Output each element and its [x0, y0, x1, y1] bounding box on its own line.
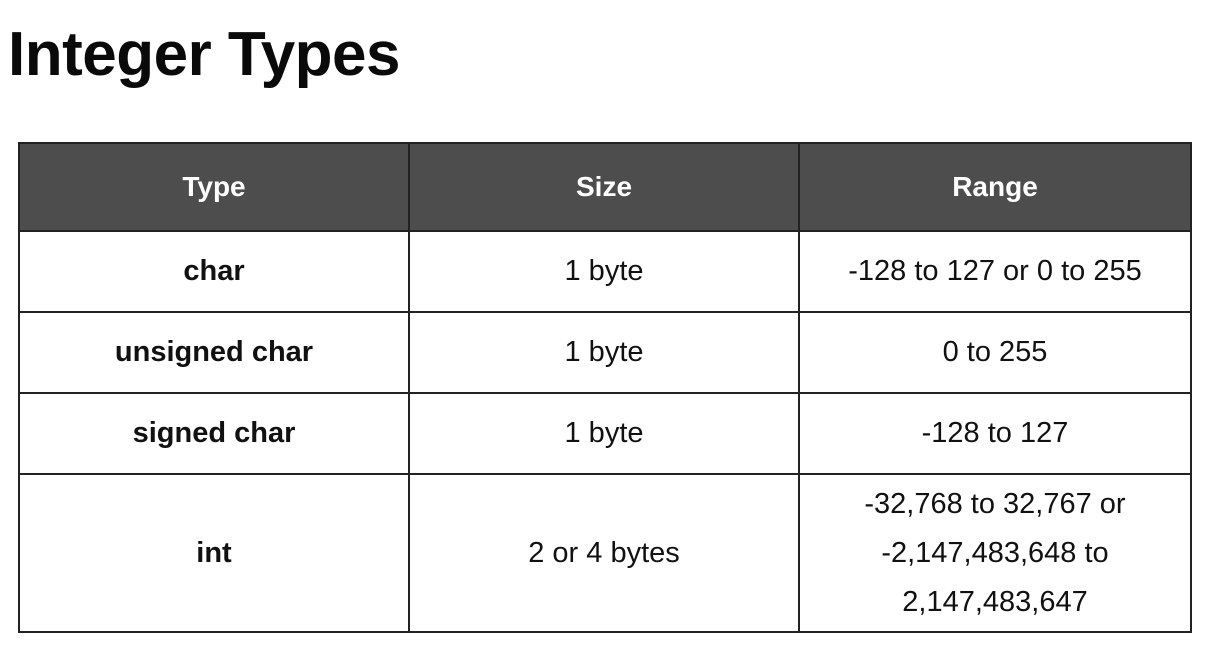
- table-row: unsigned char 1 byte 0 to 255: [18, 311, 1192, 394]
- type-cell: unsigned char: [18, 311, 410, 394]
- range-line: -2,147,483,648 to: [881, 536, 1109, 569]
- table-header-row: Type Size Range: [18, 142, 1192, 232]
- type-cell: int: [18, 473, 410, 633]
- range-line: -32,768 to 32,767 or: [864, 487, 1126, 520]
- table-row: char 1 byte -128 to 127 or 0 to 255: [18, 230, 1192, 313]
- range-cell: -128 to 127 or 0 to 255: [798, 230, 1192, 313]
- range-cell: -32,768 to 32,767 or -2,147,483,648 to 2…: [798, 473, 1192, 633]
- range-cell: -128 to 127: [798, 392, 1192, 475]
- size-cell: 1 byte: [408, 311, 800, 394]
- table-row: signed char 1 byte -128 to 127: [18, 392, 1192, 475]
- header-size: Size: [408, 142, 800, 232]
- type-cell: signed char: [18, 392, 410, 475]
- integer-types-table: Type Size Range char 1 byte -128 to 127 …: [18, 142, 1192, 633]
- page-title: Integer Types: [8, 20, 401, 89]
- header-type: Type: [18, 142, 410, 232]
- size-cell: 2 or 4 bytes: [408, 473, 800, 633]
- range-cell: 0 to 255: [798, 311, 1192, 394]
- range-line: -128 to 127 or 0 to 255: [848, 255, 1142, 287]
- range-line: 0 to 255: [942, 336, 1048, 368]
- range-line: -128 to 127: [921, 417, 1069, 449]
- type-cell: char: [18, 230, 410, 313]
- range-line: 2,147,483,647: [902, 585, 1088, 618]
- size-cell: 1 byte: [408, 230, 800, 313]
- header-range: Range: [798, 142, 1192, 232]
- size-cell: 1 byte: [408, 392, 800, 475]
- table-row: int 2 or 4 bytes -32,768 to 32,767 or -2…: [18, 473, 1192, 633]
